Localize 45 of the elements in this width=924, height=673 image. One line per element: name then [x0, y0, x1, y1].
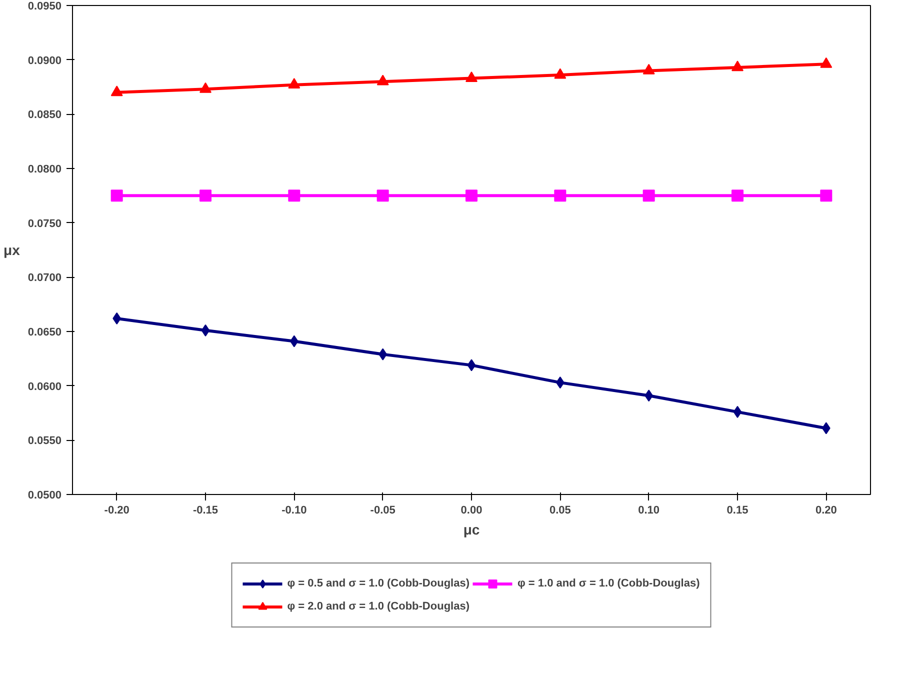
point	[732, 190, 744, 202]
x-tick-label: 0.10	[638, 504, 660, 516]
point	[733, 406, 742, 418]
x-tick-label: 0.00	[460, 504, 482, 516]
y-tick-label: 0.0600	[28, 380, 62, 393]
point	[467, 359, 476, 372]
x-tick-label: -0.20	[104, 504, 130, 516]
point	[110, 86, 123, 96]
legend-label: φ = 1.0 and σ = 1.0 (Cobb-Douglas)	[518, 578, 700, 590]
x-tick-label: -0.10	[282, 504, 307, 516]
point	[642, 190, 655, 202]
point	[820, 190, 832, 202]
point	[376, 190, 389, 202]
point	[376, 74, 389, 86]
point	[200, 82, 212, 93]
point	[642, 64, 655, 74]
x-tick-label: 0.05	[549, 504, 571, 516]
x-tick-label: -0.05	[370, 504, 396, 516]
point	[288, 78, 300, 88]
point	[201, 324, 210, 336]
y-tick-label: 0.0950	[28, 0, 62, 12]
y-tick-label: 0.0900	[28, 54, 62, 67]
y-tick-label: 0.0550	[28, 435, 62, 448]
x-tick-label: -0.15	[192, 504, 218, 516]
y-tick-label: 0.0700	[28, 272, 62, 284]
y-tick-label: 0.0800	[28, 164, 62, 176]
point	[466, 190, 478, 202]
point	[288, 190, 300, 202]
point	[554, 68, 566, 79]
y-tick-label: 0.0500	[28, 490, 62, 502]
y-tick-label: 0.0650	[28, 326, 62, 338]
point	[466, 71, 478, 82]
legend-label: φ = 2.0 and σ = 1.0 (Cobb-Douglas)	[287, 600, 470, 612]
point	[200, 190, 212, 202]
x-tick-label: 0.15	[726, 504, 748, 516]
point	[110, 190, 123, 202]
x-tick-label: 0.20	[815, 504, 837, 516]
point	[732, 60, 744, 72]
y-tick-label: 0.0850	[28, 109, 62, 122]
y-tick-label: 0.0750	[28, 218, 62, 230]
legend-label: φ = 0.5 and σ = 1.0 (Cobb-Douglas)	[287, 578, 470, 590]
x-axis-title: μc	[463, 522, 480, 538]
y-axis-title: μx	[4, 242, 20, 258]
point	[554, 190, 566, 202]
point	[820, 57, 832, 68]
